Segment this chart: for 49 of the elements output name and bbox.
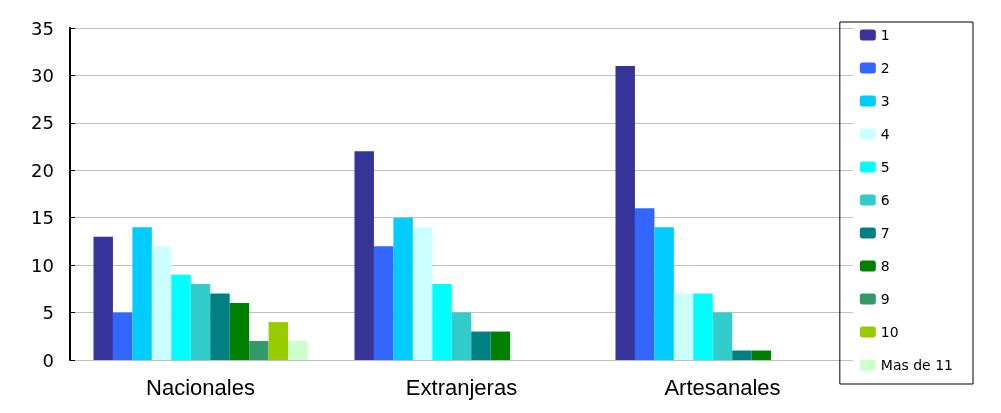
y-tick-label: 5 bbox=[42, 302, 54, 324]
x-tick-label: Extranjeras bbox=[405, 374, 518, 400]
legend-label: 2 bbox=[880, 60, 890, 76]
bar bbox=[615, 65, 635, 360]
bar bbox=[654, 227, 674, 360]
bar bbox=[288, 341, 308, 360]
bar bbox=[634, 208, 655, 360]
bar bbox=[112, 312, 133, 360]
legend-label: 5 bbox=[880, 159, 890, 175]
y-tick-label: 30 bbox=[31, 64, 54, 86]
bar bbox=[190, 284, 211, 360]
legend-label: 10 bbox=[880, 324, 899, 340]
bar bbox=[393, 217, 413, 360]
bar bbox=[354, 151, 374, 360]
bar bbox=[451, 312, 472, 360]
legend-label: Mas de 11 bbox=[880, 357, 953, 373]
y-tick-label: 25 bbox=[31, 112, 54, 134]
legend-label: 6 bbox=[880, 192, 890, 208]
bar bbox=[93, 236, 113, 360]
bar bbox=[268, 322, 289, 360]
bar bbox=[693, 293, 713, 360]
x-tick-label: Nacionales bbox=[146, 374, 255, 400]
bar bbox=[151, 246, 172, 360]
bar bbox=[210, 293, 230, 360]
legend-label: 3 bbox=[880, 93, 890, 109]
legend-label: 4 bbox=[880, 126, 890, 142]
y-tick-label: 0 bbox=[42, 349, 54, 371]
legend-label: 7 bbox=[880, 225, 890, 241]
bar bbox=[412, 227, 433, 360]
bar bbox=[432, 284, 452, 360]
bar bbox=[249, 341, 269, 360]
y-tick-label: 35 bbox=[31, 17, 54, 39]
bar bbox=[132, 227, 152, 360]
y-tick-label: 10 bbox=[31, 254, 54, 276]
bar bbox=[673, 293, 694, 360]
legend-label: 8 bbox=[880, 258, 890, 274]
bar bbox=[751, 350, 772, 360]
y-tick-label: 15 bbox=[31, 207, 54, 229]
bar bbox=[732, 350, 752, 360]
y-tick-label: 20 bbox=[31, 159, 54, 181]
bar bbox=[490, 331, 511, 360]
legend-label: 9 bbox=[880, 291, 890, 307]
bar bbox=[373, 246, 394, 360]
bar bbox=[171, 274, 191, 360]
x-tick-label: Artesanales bbox=[664, 374, 781, 400]
bar bbox=[471, 331, 491, 360]
bar bbox=[712, 312, 733, 360]
legend-label: 1 bbox=[880, 27, 890, 43]
bar bbox=[229, 303, 250, 360]
